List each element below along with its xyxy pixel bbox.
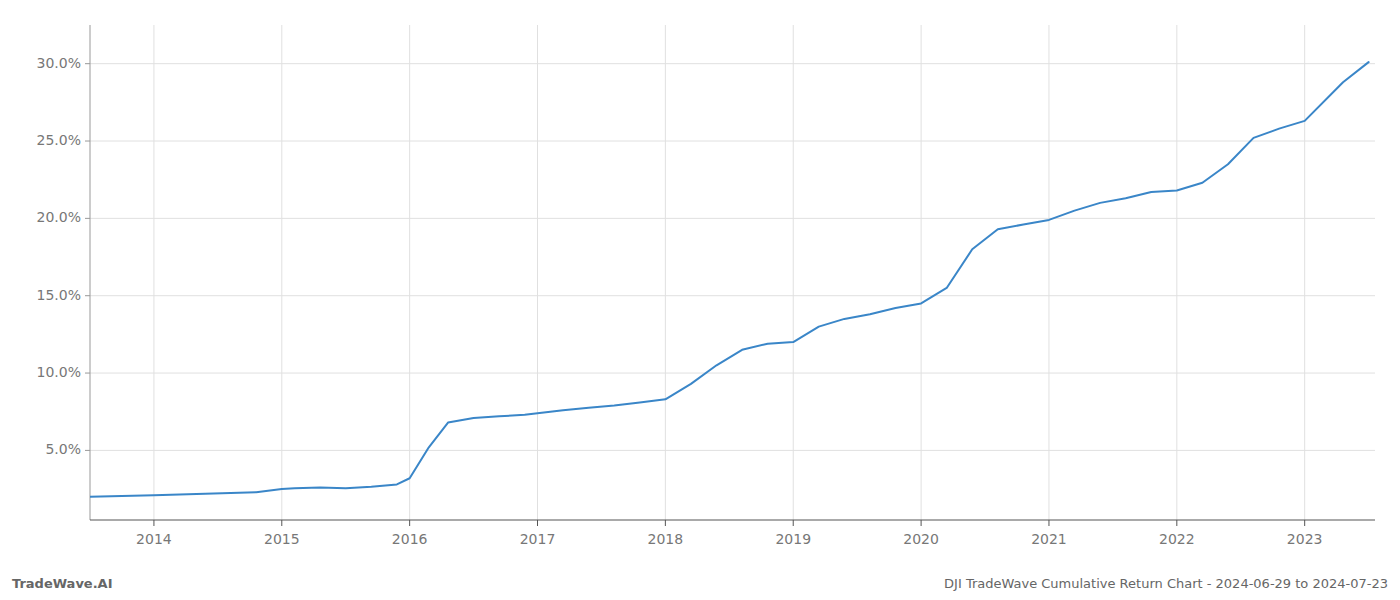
- x-grid-line: [921, 25, 922, 520]
- chart: 5.0% 10.0% 15.0% 20.0% 25.0% 30.0% 2014 2015 201…: [0, 0, 1400, 600]
- x-tick: [1048, 520, 1049, 526]
- y-axis-line: [90, 25, 91, 520]
- y-tick-label: 15.0%: [37, 287, 81, 303]
- y-tick-label: 25.0%: [37, 132, 81, 148]
- y-tick: [85, 63, 90, 64]
- x-tick: [1176, 520, 1177, 526]
- x-grid-line: [537, 25, 538, 520]
- x-tick: [409, 520, 410, 526]
- x-tick-label: 2022: [1159, 531, 1195, 547]
- x-tick: [921, 520, 922, 526]
- caption-text: DJI TradeWave Cumulative Return Chart - …: [944, 576, 1388, 591]
- x-grid-line: [153, 25, 154, 520]
- x-tick: [281, 520, 282, 526]
- x-tick: [1304, 520, 1305, 526]
- x-tick-label: 2021: [1031, 531, 1067, 547]
- x-tick: [153, 520, 154, 526]
- x-grid-line: [1304, 25, 1305, 520]
- grid: [90, 25, 1375, 520]
- y-tick: [85, 450, 90, 451]
- x-grid-line: [1048, 25, 1049, 520]
- y-tick: [85, 295, 90, 296]
- x-tick-label: 2019: [775, 531, 811, 547]
- y-tick: [85, 373, 90, 374]
- x-tick-label: 2017: [520, 531, 556, 547]
- y-grid-line: [90, 295, 1375, 296]
- x-tick-label: 2015: [264, 531, 300, 547]
- x-tick-label: 2020: [903, 531, 939, 547]
- y-grid-line: [90, 373, 1375, 374]
- y-grid-line: [90, 218, 1375, 219]
- x-tick-label: 2014: [136, 531, 172, 547]
- y-grid-line: [90, 63, 1375, 64]
- series-line: [90, 62, 1369, 497]
- y-tick: [85, 218, 90, 219]
- annotations: TradeWave.AI DJI TradeWave Cumulative Ret…: [12, 576, 1388, 591]
- y-tick: [85, 141, 90, 142]
- y-tick-label: 5.0%: [45, 441, 81, 457]
- axes: 5.0% 10.0% 15.0% 20.0% 25.0% 30.0% 2014 2015 201…: [37, 25, 1375, 547]
- x-tick-label: 2016: [392, 531, 428, 547]
- x-tick: [793, 520, 794, 526]
- x-tick: [537, 520, 538, 526]
- x-grid-line: [1176, 25, 1177, 520]
- x-tick: [665, 520, 666, 526]
- y-grid-line: [90, 141, 1375, 142]
- x-grid-line: [793, 25, 794, 520]
- x-grid-line: [665, 25, 666, 520]
- y-tick-label: 20.0%: [37, 209, 81, 225]
- y-tick-label: 10.0%: [37, 364, 81, 380]
- x-tick-label: 2018: [648, 531, 684, 547]
- x-tick-label: 2023: [1287, 531, 1323, 547]
- y-tick-label: 30.0%: [37, 55, 81, 71]
- plot-area: [90, 62, 1369, 497]
- x-axis-line: [90, 520, 1375, 521]
- x-grid-line: [281, 25, 282, 520]
- x-grid-line: [409, 25, 410, 520]
- brand-text: TradeWave.AI: [12, 576, 113, 591]
- y-grid-line: [90, 450, 1375, 451]
